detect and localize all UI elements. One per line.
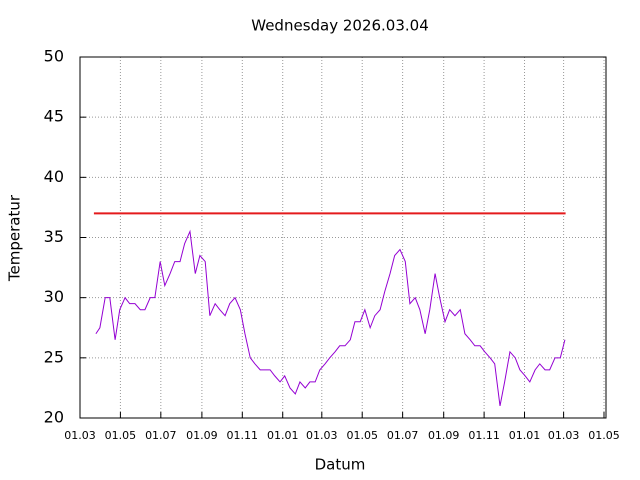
plot-frame — [79, 56, 607, 419]
x-tick-label: 01.09 — [186, 429, 218, 442]
y-tick-label: 25 — [44, 347, 64, 366]
x-tick-label: 01.05 — [588, 429, 620, 442]
data-line — [95, 229, 566, 407]
x-tick-label: 01.05 — [346, 429, 378, 442]
x-tick-label: 01.11 — [227, 429, 259, 442]
x-tick-label: 01.03 — [64, 429, 96, 442]
x-tick-label: 01.11 — [468, 429, 500, 442]
y-tick-label: 45 — [44, 107, 64, 126]
y-tick-label: 40 — [44, 167, 64, 186]
x-tick-label: 01.07 — [145, 429, 177, 442]
chart-title: Wednesday 2026.03.04 — [251, 17, 429, 35]
x-tick-label: 01.01 — [267, 429, 299, 442]
y-axis-label: Temperatur — [6, 194, 24, 282]
y-tick-label: 30 — [44, 287, 64, 306]
y-tick-label: 50 — [44, 47, 64, 66]
x-tick-label: 01.09 — [428, 429, 460, 442]
x-tick-label: 01.01 — [509, 429, 541, 442]
y-tick-label: 35 — [44, 227, 64, 246]
x-tick-label: 01.03 — [306, 429, 338, 442]
x-tick-label: 01.07 — [387, 429, 419, 442]
x-tick-label: 01.05 — [105, 429, 137, 442]
x-tick-label: 01.03 — [548, 429, 580, 442]
y-tick-label: 20 — [44, 408, 64, 427]
x-axis-label: Datum — [315, 456, 366, 474]
